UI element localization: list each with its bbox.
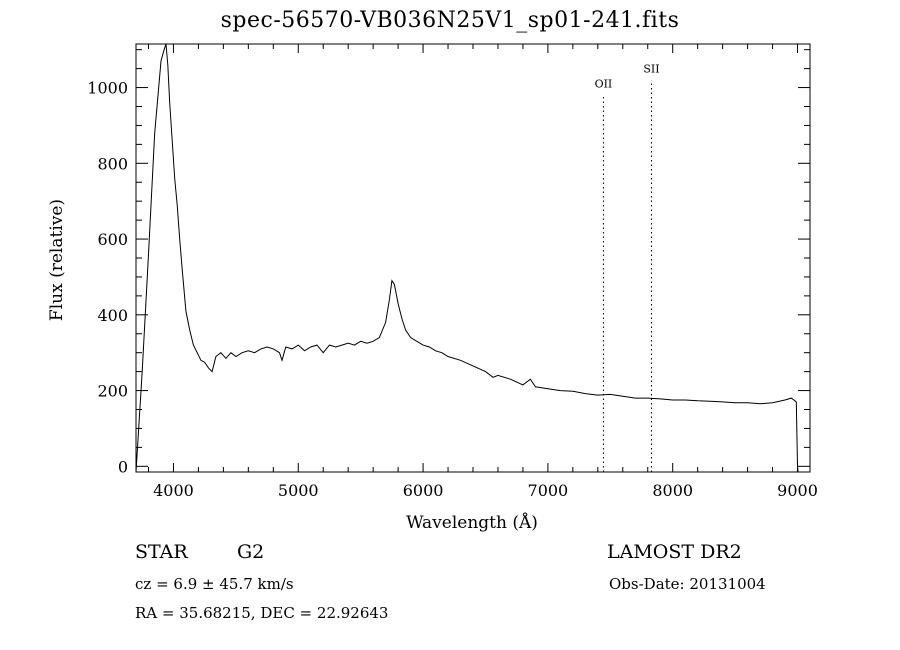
x-tick-label: 9000 bbox=[777, 481, 818, 500]
y-tick-label: 200 bbox=[97, 382, 128, 401]
x-tick-label: 4000 bbox=[153, 481, 194, 500]
plot-frame bbox=[135, 43, 811, 473]
y-tick-label: 600 bbox=[97, 230, 128, 249]
coordinates: RA = 35.68215, DEC = 22.92643 bbox=[135, 604, 389, 622]
y-tick-label: 800 bbox=[97, 154, 128, 173]
object-class: STAR bbox=[135, 541, 188, 563]
line-marker-label: OII bbox=[595, 78, 613, 91]
y-tick-label: 0 bbox=[118, 457, 128, 476]
y-axis-label: Flux (relative) bbox=[47, 199, 67, 321]
x-axis-label: Wavelength (Å) bbox=[406, 512, 538, 533]
x-tick-label: 7000 bbox=[528, 481, 569, 500]
y-tick-label: 1000 bbox=[87, 79, 128, 98]
obs-date: Obs-Date: 20131004 bbox=[609, 575, 766, 593]
spectrum-line bbox=[135, 43, 799, 473]
object-subclass: G2 bbox=[237, 541, 265, 563]
chart-title: spec-56570-VB036N25V1_sp01-241.fits bbox=[220, 8, 680, 33]
x-tick-label: 8000 bbox=[652, 481, 693, 500]
y-tick-label: 400 bbox=[97, 306, 128, 325]
x-tick-label: 5000 bbox=[278, 481, 319, 500]
x-tick-label: 6000 bbox=[403, 481, 444, 500]
cz-value: cz = 6.9 ± 45.7 km/s bbox=[135, 575, 294, 593]
survey-label: LAMOST DR2 bbox=[607, 541, 742, 563]
line-marker-label: SII bbox=[643, 62, 659, 75]
